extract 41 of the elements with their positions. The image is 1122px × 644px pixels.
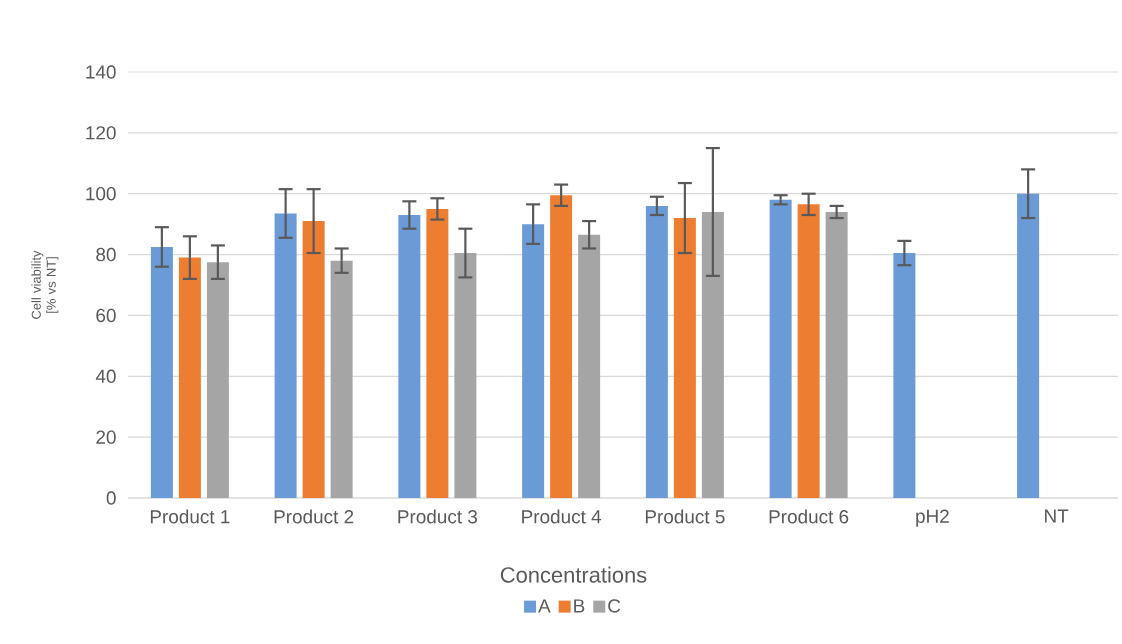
bar	[398, 215, 421, 498]
bar	[701, 211, 724, 498]
bar	[330, 260, 353, 498]
x-tick-label: Product 4	[522, 509, 602, 524]
bar	[426, 208, 449, 498]
y-tick-label: 60	[96, 308, 116, 323]
legend-label: C	[608, 599, 621, 613]
x-tick-label: pH2	[916, 509, 949, 527]
x-tick-label: NT	[1045, 509, 1069, 523]
bar	[673, 218, 696, 498]
x-tick-label: Product 6	[769, 509, 849, 524]
bar	[825, 211, 848, 498]
y-tick-label: 40	[95, 369, 116, 383]
legend-label: B	[574, 599, 585, 613]
y-tick-label: 20	[96, 430, 116, 444]
bar	[302, 221, 325, 498]
bar	[550, 195, 573, 498]
bar	[178, 257, 201, 498]
x-tick-label: Product 3	[398, 509, 478, 524]
x-tick-label: Product 1	[150, 509, 230, 524]
legend-label: A	[538, 599, 551, 613]
y-tick-label: 120	[86, 126, 116, 140]
y-tick-label: 0	[106, 491, 116, 505]
bar	[578, 234, 601, 498]
x-axis-title: Concentrations	[500, 566, 647, 583]
bar	[454, 253, 477, 498]
y-tick-label: 80	[96, 247, 116, 262]
bar	[274, 213, 297, 498]
bar	[206, 262, 229, 498]
bar	[645, 205, 668, 498]
y-tick-label: 140	[86, 65, 116, 79]
bar	[769, 199, 792, 498]
y-tick-label: 100	[86, 187, 116, 201]
x-tick-label: Product 5	[645, 509, 725, 524]
bar	[893, 253, 916, 498]
x-tick-label: Product 2	[274, 509, 354, 524]
bar	[797, 204, 820, 498]
bar	[1017, 193, 1040, 498]
y-axis-title: Cell viability [% vs NT]	[31, 250, 59, 319]
bar	[150, 246, 173, 498]
bar	[522, 224, 545, 498]
